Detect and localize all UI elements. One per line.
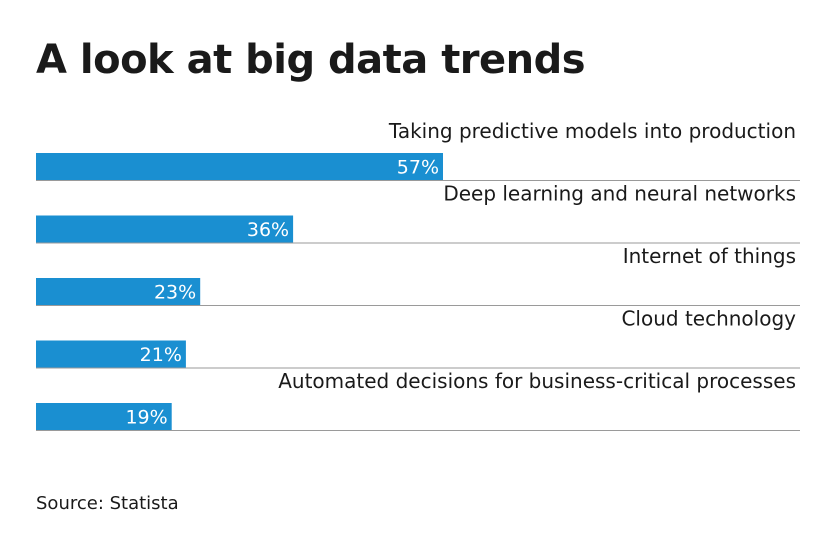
category-label: Automated decisions for business-critica… <box>278 369 796 393</box>
bar-row: Cloud technology 21% <box>36 307 800 369</box>
category-label: Internet of things <box>623 244 796 268</box>
bar <box>36 403 172 430</box>
source-note: Source: Statista <box>36 493 179 514</box>
value-label: 21% <box>140 344 182 366</box>
bar <box>36 153 443 180</box>
bar-row: Internet of things 23% <box>36 244 800 306</box>
value-label: 36% <box>247 219 289 241</box>
value-label: 23% <box>154 282 196 304</box>
value-label: 57% <box>397 157 439 179</box>
category-label: Cloud technology <box>621 307 796 331</box>
chart-rows: Taking predictive models into production… <box>36 119 800 431</box>
bar <box>36 215 294 243</box>
bar-row: Taking predictive models into production… <box>36 119 800 181</box>
bar <box>36 278 201 305</box>
category-label: Deep learning and neural networks <box>443 182 796 206</box>
category-label: Taking predictive models into production <box>388 119 796 143</box>
bar-row: Automated decisions for business-critica… <box>36 369 800 431</box>
bar <box>36 340 186 368</box>
bar-row: Deep learning and neural networks 36% <box>36 182 800 244</box>
chart-title: A look at big data trends <box>36 37 586 83</box>
value-label: 19% <box>125 407 167 429</box>
